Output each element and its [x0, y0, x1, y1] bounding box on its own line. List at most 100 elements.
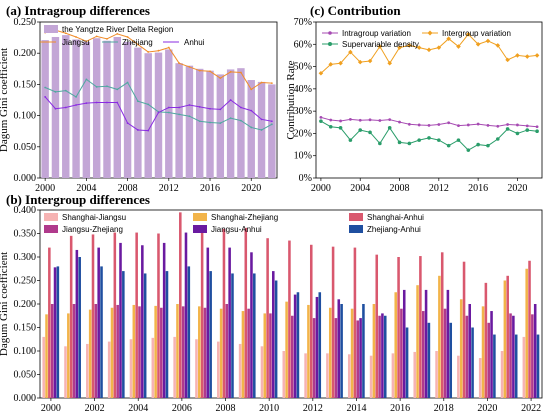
panel-a-lines — [44, 29, 273, 132]
point-jiangsu-2017 — [219, 77, 222, 80]
bar-js-zj-2015 — [378, 315, 381, 398]
bar-js-zj-2016 — [400, 308, 403, 398]
point-jiangsu-2020 — [250, 88, 253, 91]
panel-b-x-ticks: 2000 2002 2004 2006 2008 2010 2012 2014 2016 2018… — [41, 398, 541, 414]
bar-sh-ah-2018 — [440, 252, 444, 398]
point-jiangsu-2013 — [178, 62, 181, 65]
bar-js-ah-2006 — [184, 232, 188, 398]
point-anhui-2017 — [219, 108, 222, 111]
bar-js-ah-2022 — [533, 304, 537, 398]
point-anhui-2005 — [95, 101, 98, 104]
bar-zj-ah-2004 — [143, 273, 147, 398]
panel-c-xtick-label: 2020 — [507, 183, 527, 194]
panel-b-xtick-label: 2000 — [41, 403, 61, 414]
panel-b-intergroup: (b) Intergroup differences 0.000 0.050 0.1… — [0, 192, 543, 414]
bar-js-ah-2007 — [206, 247, 210, 398]
panel-c-ytick-label: 20% — [294, 128, 312, 139]
legend-swatch-sh-js — [44, 213, 58, 221]
point-zhejiang-2020 — [250, 126, 253, 129]
point-anhui-2015 — [198, 105, 201, 108]
bar-zj-ah-2018 — [449, 322, 453, 398]
bar-zj-ah-2009 — [253, 273, 256, 398]
point-intragroup-2004 — [358, 118, 362, 122]
point-supervariable-2006 — [378, 141, 382, 146]
legend-label-sh-zj: Shanghai-Zhejiang — [211, 213, 278, 222]
bar-sh-ah-2012 — [309, 244, 313, 398]
panel-c-xtick-label: 2016 — [468, 183, 488, 194]
point-anhui-2016 — [209, 107, 211, 110]
point-intragroup-2017 — [486, 124, 490, 127]
point-supervariable-2013 — [446, 143, 451, 148]
bar-sh-ah-2006 — [179, 212, 182, 398]
panel-c-legend: Intragroup variation Intergroup variatio… — [322, 29, 511, 49]
point-intragroup-2013 — [447, 121, 451, 125]
point-zhejiang-2013 — [178, 113, 181, 116]
panel-b-xtick-label: 2020 — [477, 403, 497, 414]
bar-sh-zj-2021 — [503, 280, 507, 398]
point-intergroup-2002 — [338, 60, 343, 66]
bar-yrd-2005 — [92, 38, 101, 178]
bar-sh-js-2011 — [282, 351, 286, 398]
point-zhejiang-2003 — [75, 95, 77, 98]
bar-zj-ah-2011 — [296, 292, 300, 398]
bar-js-ah-2011 — [293, 294, 297, 398]
bar-zj-ah-2005 — [165, 271, 169, 398]
point-supervariable-2011 — [427, 136, 431, 140]
bar-zj-ah-2007 — [209, 271, 212, 398]
bar-sh-js-2018 — [435, 351, 438, 398]
point-anhui-2006 — [106, 101, 108, 104]
point-intragroup-2015 — [466, 123, 470, 127]
legend-label-jiangsu: Jiangsu — [62, 38, 90, 47]
bar-js-ah-2005 — [162, 242, 166, 398]
bar-js-ah-2015 — [381, 313, 384, 398]
point-anhui-2014 — [188, 104, 191, 106]
point-zhejiang-2016 — [209, 121, 211, 124]
panel-a-ytick-label: 0.200 — [14, 48, 37, 59]
bar-js-ah-2010 — [272, 271, 275, 398]
point-zhejiang-2017 — [219, 122, 222, 124]
point-intragroup-2005 — [368, 118, 372, 122]
point-intragroup-2002 — [339, 119, 342, 123]
point-intergroup-2017 — [485, 38, 491, 44]
point-intergroup-2011 — [426, 47, 432, 53]
bar-sh-zj-2014 — [350, 308, 354, 398]
legend-label-js-ah: Jiangsu-Anhui — [211, 225, 262, 234]
bar-sh-ah-2014 — [353, 247, 357, 398]
point-anhui-2020 — [250, 109, 253, 112]
point-zhejiang-2006 — [106, 85, 108, 88]
bar-sh-zj-2000 — [45, 314, 48, 398]
point-intragroup-2006 — [378, 119, 382, 122]
bar-sh-zj-2001 — [67, 313, 70, 398]
panel-b-ytick-label: 0.350 — [14, 229, 37, 240]
legend-label-zhejiang: Zhejiang — [122, 38, 153, 47]
bar-sh-ah-2016 — [397, 257, 400, 398]
point-intragroup-2001 — [329, 118, 333, 122]
bar-zj-ah-2006 — [187, 266, 191, 398]
panel-c-xtick-label: 2004 — [350, 183, 370, 194]
bar-js-zj-2017 — [421, 311, 425, 398]
point-jiangsu-2012 — [167, 46, 170, 49]
point-supervariable-2003 — [348, 138, 353, 142]
bar-sh-js-2013 — [326, 353, 329, 398]
point-jiangsu-2016 — [209, 70, 211, 73]
point-intragroup-2014 — [457, 124, 460, 128]
bar-sh-zj-2009 — [241, 311, 245, 398]
bar-yrd-2003 — [72, 39, 80, 178]
point-intragroup-2019 — [506, 123, 510, 126]
point-supervariable-2008 — [397, 140, 402, 145]
bar-sh-zj-2007 — [198, 306, 201, 398]
point-zhejiang-2008 — [126, 81, 129, 84]
bar-yrd-2007 — [113, 36, 121, 179]
bar-js-ah-2004 — [141, 245, 144, 398]
panel-c-x-ticks: 2000 2004 2008 2012 2016 2020 — [311, 178, 527, 194]
bar-sh-js-2015 — [369, 355, 373, 398]
panel-c-ytick-label: 50% — [294, 62, 312, 73]
legend-label-intragroup: Intragroup variation — [342, 29, 411, 38]
point-intergroup-2018 — [495, 43, 501, 48]
point-supervariable-2022 — [535, 129, 539, 133]
bar-sh-js-2014 — [347, 354, 351, 398]
panel-b-xtick-label: 2018 — [434, 403, 454, 414]
panel-a-xtick-label: 2008 — [118, 183, 138, 194]
panel-b-title: (b) Intergroup differences — [6, 192, 150, 207]
bar-sh-zj-2005 — [154, 305, 157, 398]
